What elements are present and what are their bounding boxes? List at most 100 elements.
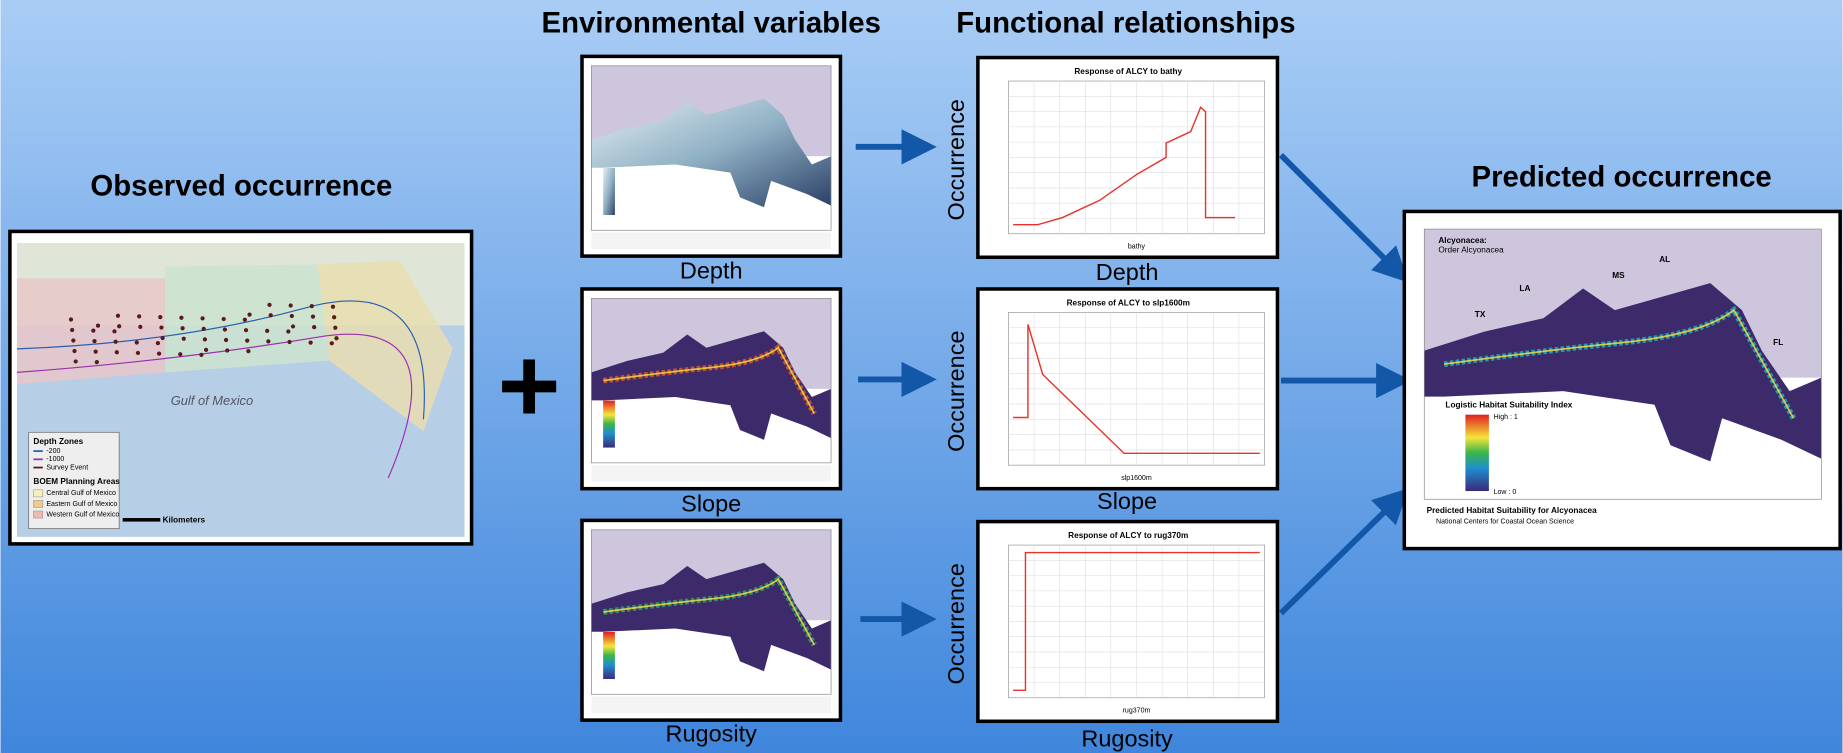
survey-event — [160, 335, 165, 341]
survey-event — [289, 313, 294, 319]
survey-event — [91, 328, 96, 333]
heading: Environmental variables — [542, 6, 881, 39]
environmental-panel: Rugosity — [580, 518, 843, 747]
legend-title: Depth Zones — [33, 437, 83, 446]
water — [591, 98, 832, 208]
panel-label: Slope — [681, 490, 741, 516]
x-axis-label: rug370m — [1123, 708, 1151, 715]
survey-event — [223, 337, 229, 343]
survey-event — [179, 315, 184, 320]
chart-title: Response of ALCY to bathy — [1074, 67, 1182, 76]
heading: Observed occurrence — [90, 170, 392, 203]
panel-label: Rugosity — [1081, 725, 1173, 751]
legend-box — [28, 431, 120, 529]
legend-swatch — [33, 510, 44, 519]
survey-event — [200, 316, 205, 321]
panel-label: Rugosity — [666, 721, 758, 747]
state-label: MS — [1612, 271, 1625, 280]
water — [591, 562, 832, 672]
legend-low: Low : 0 — [1494, 489, 1517, 496]
survey-event — [94, 359, 99, 365]
map-footer — [591, 232, 832, 250]
map-footer — [591, 465, 832, 482]
map-caption: Predicted Habitat Suitability for Alcyon… — [1427, 506, 1597, 515]
plus-sign — [502, 359, 557, 414]
survey-event — [309, 304, 314, 309]
arrows — [855, 129, 1412, 637]
response-curve — [1013, 106, 1236, 226]
map-title: Alcyonacea: — [1438, 236, 1486, 245]
survey-event — [137, 314, 142, 319]
legend-title: Logistic Habitat Suitability Index — [1445, 400, 1572, 409]
legend-swatch — [33, 489, 44, 498]
legend-title: BOEM Planning Areas — [33, 477, 120, 486]
environmental-panel: Slope — [580, 287, 843, 516]
scale-label: Kilometers — [163, 516, 206, 525]
legend-swatch — [33, 500, 44, 508]
map-footer — [591, 696, 832, 714]
survey-event — [159, 325, 164, 330]
state-label: TX — [1475, 310, 1486, 319]
legend-item: -1000 — [46, 456, 64, 463]
survey-event — [245, 338, 250, 343]
response-curve — [1013, 551, 1260, 691]
map-frame — [591, 65, 832, 231]
survey-event — [180, 326, 185, 331]
heading: Functional relationships — [956, 6, 1295, 39]
survey-event — [265, 328, 270, 333]
chart-title: Response of ALCY to rug370m — [1068, 531, 1188, 540]
map-subtitle: Order Alcyonacea — [1438, 245, 1504, 254]
x-axis-label: slp1600m — [1121, 475, 1152, 482]
survey-event — [199, 352, 204, 358]
survey-event — [290, 324, 296, 329]
survey-event — [71, 338, 76, 343]
survey-event — [92, 339, 97, 344]
response-curve — [1013, 324, 1260, 455]
habitat-band-core — [603, 346, 816, 414]
environmental-panel: Depth — [580, 54, 843, 284]
survey-event — [247, 312, 252, 317]
survey-event — [333, 325, 338, 330]
map-legend — [603, 167, 615, 215]
survey-event — [329, 341, 334, 346]
survey-event — [225, 348, 230, 353]
survey-event — [202, 337, 208, 342]
survey-event — [243, 328, 249, 333]
survey-event — [72, 348, 77, 354]
map-frame — [1423, 228, 1822, 500]
survey-event — [95, 323, 101, 328]
survey-event — [286, 329, 291, 334]
survey-event — [73, 359, 78, 364]
survey-event — [334, 336, 339, 341]
state-label: FL — [1773, 338, 1783, 347]
legend-high: High : 1 — [1494, 414, 1518, 421]
eastern-area — [317, 260, 453, 432]
survey-event — [203, 347, 209, 352]
sea-label: Gulf of Mexico — [171, 393, 254, 408]
functional-panel: Response of ALCY to bathy bathy Occurrence… — [943, 55, 1280, 285]
survey-event — [134, 340, 139, 345]
legend-item: Survey Event — [46, 464, 88, 471]
y-axis-label: Occurrence — [943, 330, 969, 451]
scale-bar — [122, 518, 161, 522]
legend-item: Eastern Gulf of Mexico — [46, 501, 117, 508]
functional-panel: Response of ALCY to slp1600m slp1600m Occu… — [943, 287, 1280, 514]
water — [1424, 283, 1822, 462]
survey-event — [158, 314, 163, 320]
panel-label: Depth — [680, 258, 743, 284]
survey-event — [288, 303, 293, 308]
survey-event — [330, 304, 336, 309]
survey-event — [138, 324, 143, 330]
survey-event — [70, 327, 75, 333]
survey-event — [178, 352, 183, 357]
predicted-map: Alcyonacea:Order Alcyonacea TX LA MS AL FL Log… — [1402, 209, 1842, 551]
observed-map: Gulf of Mexico Depth Zones -200-1000Survey… — [8, 229, 474, 546]
survey-event — [310, 314, 316, 319]
survey-event — [222, 327, 228, 332]
panel-label: Slope — [1097, 488, 1157, 514]
map-legend — [603, 400, 615, 448]
state-label: LA — [1519, 284, 1530, 293]
y-axis-label: Occurrence — [943, 99, 969, 220]
survey-event — [93, 349, 98, 354]
